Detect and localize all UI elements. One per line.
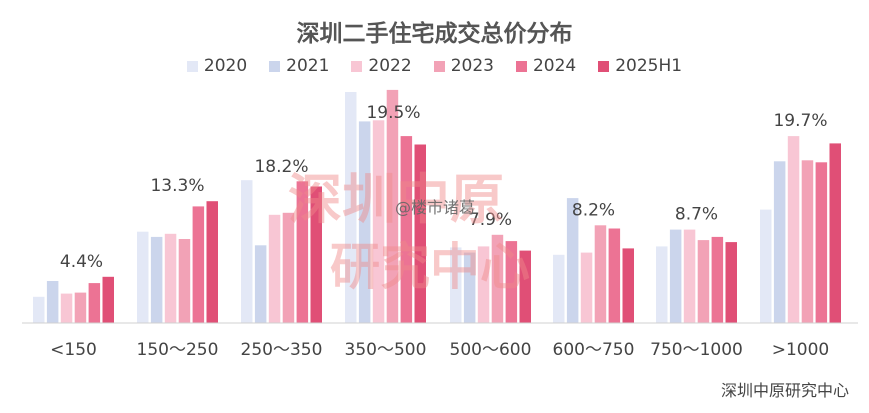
bar-2023-3 <box>386 89 399 324</box>
bar-2020-2 <box>241 180 253 323</box>
bar-2020-0 <box>33 296 45 324</box>
bar-2024-7 <box>815 162 828 323</box>
bar-2023-5 <box>594 225 607 323</box>
legend-label: 2024 <box>532 56 577 76</box>
data-label: 18.2% <box>254 157 308 177</box>
legend-swatch <box>186 60 198 72</box>
bar-2020-1 <box>137 231 149 323</box>
bar-2020-5 <box>553 254 565 324</box>
bar-2024-4 <box>505 241 518 323</box>
legend-item-2025H1: 2025H1 <box>598 56 682 76</box>
legend-item-2023: 2023 <box>433 56 494 76</box>
legend-swatch <box>433 60 445 72</box>
data-label: 19.7% <box>773 111 827 131</box>
bar-2025H1-5 <box>622 248 634 323</box>
legend-label: 2021 <box>286 56 330 76</box>
data-label: 8.2% <box>572 200 615 220</box>
bar-2022-3 <box>372 120 385 323</box>
legend-item-2024: 2024 <box>515 56 577 76</box>
bar-2022-0 <box>60 293 73 323</box>
x-tick-label: 150～250 <box>137 340 219 360</box>
legend-label: 2023 <box>450 56 494 76</box>
bar-2022-4 <box>477 246 490 323</box>
watermark-brand-line2: 研究中心 <box>330 238 530 296</box>
legend-item-2020: 2020 <box>186 56 248 76</box>
bar-2025H1-1 <box>206 201 218 323</box>
data-label: 7.9% <box>469 210 512 230</box>
bar-2024-5 <box>608 228 621 323</box>
bar-2022-6 <box>683 229 696 323</box>
bar-2020-6 <box>656 246 668 323</box>
bar-2020-4 <box>450 247 462 323</box>
data-label: 19.5% <box>366 103 420 123</box>
bar-2022-7 <box>787 136 800 323</box>
bar-2023-6 <box>697 240 710 323</box>
watermark-handle: @楼市诸葛 <box>395 198 476 217</box>
legend-swatch <box>598 60 610 72</box>
bar-2022-1 <box>164 233 177 324</box>
legend-item-2021: 2021 <box>269 56 329 76</box>
bar-2022-2 <box>268 214 281 323</box>
bar-2021-1 <box>150 236 163 323</box>
chart-legend: 2020 2021 2022 2023 2024 2025H1 <box>0 56 869 76</box>
legend-swatch <box>515 60 527 72</box>
bar-2021-3 <box>358 121 371 324</box>
bar-2021-2 <box>254 245 267 323</box>
bar-2023-1 <box>178 239 191 323</box>
x-tick-label: 600～750 <box>553 340 635 360</box>
x-tick-label: 250～350 <box>241 340 323 360</box>
bar-2021-6 <box>669 229 682 323</box>
bar-2023-2 <box>282 212 295 324</box>
legend-label: 2025H1 <box>615 56 683 76</box>
bar-2022-5 <box>580 252 593 323</box>
x-tick-label: 350～500 <box>345 340 427 360</box>
bar-2024-1 <box>192 206 205 323</box>
bar-2025H1-0 <box>102 276 114 323</box>
data-label: 13.3% <box>150 176 204 196</box>
bar-2025H1-3 <box>414 144 426 323</box>
bar-2024-2 <box>296 181 309 324</box>
bar-2021-7 <box>773 161 786 323</box>
x-tick-label: 500～600 <box>450 340 532 360</box>
watermark-brand-line1: 深圳中原 <box>288 168 504 231</box>
bar-2024-0 <box>88 283 101 323</box>
data-label: 4.4% <box>60 252 103 272</box>
bar-2023-7 <box>801 160 814 324</box>
bar-2021-4 <box>463 252 476 323</box>
x-tick-label: 750～1000 <box>650 340 743 360</box>
legend-label: 2020 <box>203 56 248 76</box>
x-tick-label: >1000 <box>772 340 830 360</box>
legend-label: 2022 <box>368 56 412 76</box>
bar-2020-3 <box>345 92 357 323</box>
bar-2024-6 <box>711 236 724 323</box>
bar-2025H1-7 <box>829 143 841 323</box>
legend-swatch <box>269 60 281 72</box>
bar-2025H1-6 <box>725 242 737 323</box>
bar-2021-5 <box>566 198 579 323</box>
x-tick-label: <150 <box>50 340 97 360</box>
legend-swatch <box>351 60 363 72</box>
bar-2024-3 <box>400 136 413 323</box>
chart-title: 深圳二手住宅成交总价分布 <box>296 21 573 47</box>
data-label: 8.7% <box>675 205 718 225</box>
bar-2025H1-4 <box>519 250 531 323</box>
bar-2023-4 <box>491 234 504 323</box>
bar-2020-7 <box>760 209 772 323</box>
bar-2025H1-2 <box>310 186 322 323</box>
bar-2023-0 <box>74 292 87 323</box>
bar-2021-0 <box>46 281 59 323</box>
source-label: 深圳中原研究中心 <box>720 381 849 400</box>
legend-item-2022: 2022 <box>351 56 412 76</box>
